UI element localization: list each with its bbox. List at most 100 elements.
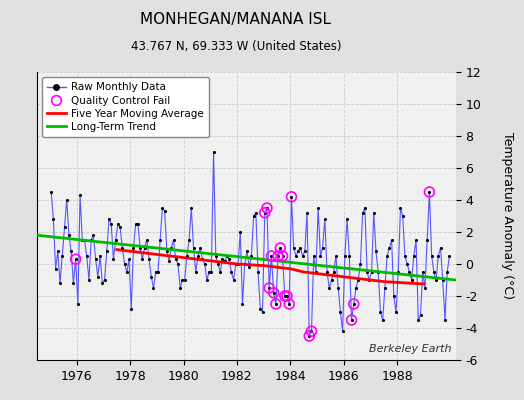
Point <box>154 269 162 275</box>
Point <box>374 269 383 275</box>
Point <box>439 277 447 283</box>
Point <box>332 253 340 259</box>
Point <box>425 189 433 195</box>
Point <box>147 274 156 280</box>
Point <box>405 269 413 275</box>
Point <box>394 269 402 275</box>
Point <box>207 269 215 275</box>
Point <box>408 277 416 283</box>
Point <box>428 253 436 259</box>
Point <box>85 277 93 283</box>
Point <box>53 248 62 254</box>
Point <box>89 232 97 238</box>
Legend: Raw Monthly Data, Quality Control Fail, Five Year Moving Average, Long-Term Tren: Raw Monthly Data, Quality Control Fail, … <box>42 77 209 137</box>
Point <box>76 192 84 198</box>
Point <box>321 216 329 222</box>
Point <box>403 261 411 267</box>
Point <box>234 261 242 267</box>
Point <box>307 328 315 334</box>
Text: Berkeley Earth: Berkeley Earth <box>369 344 452 354</box>
Point <box>109 256 117 262</box>
Point <box>214 261 222 267</box>
Point <box>169 237 178 243</box>
Text: MONHEGAN/MANANA ISL: MONHEGAN/MANANA ISL <box>140 12 331 27</box>
Point <box>274 253 282 259</box>
Point <box>271 301 280 307</box>
Point <box>132 221 140 227</box>
Point <box>414 317 422 323</box>
Point <box>114 221 122 227</box>
Point <box>201 261 209 267</box>
Point <box>125 256 133 262</box>
Point <box>212 253 220 259</box>
Point <box>416 312 424 318</box>
Point <box>101 277 109 283</box>
Point <box>347 317 356 323</box>
Point <box>443 269 451 275</box>
Point <box>194 253 202 259</box>
Point <box>227 269 236 275</box>
Point <box>69 280 78 286</box>
Point <box>60 224 69 230</box>
Point <box>258 309 267 315</box>
Point <box>162 248 171 254</box>
Point <box>265 285 274 291</box>
Point <box>62 197 71 203</box>
Point <box>236 229 245 235</box>
Point <box>247 253 256 259</box>
Point <box>294 248 302 254</box>
Point <box>356 261 365 267</box>
Point <box>363 269 372 275</box>
Point <box>71 256 80 262</box>
Point <box>434 253 442 259</box>
Point <box>56 280 64 286</box>
Point <box>381 285 389 291</box>
Point <box>185 237 193 243</box>
Point <box>263 205 271 211</box>
Point <box>103 248 111 254</box>
Point <box>74 301 82 307</box>
Point <box>387 237 396 243</box>
Point <box>65 232 73 238</box>
Point <box>312 269 320 275</box>
Point <box>87 237 95 243</box>
Point <box>310 253 318 259</box>
Point <box>289 245 298 251</box>
Point <box>441 317 449 323</box>
Point <box>118 245 126 251</box>
Point <box>398 213 407 219</box>
Point <box>78 237 86 243</box>
Point <box>354 277 363 283</box>
Point <box>301 248 309 254</box>
Point <box>80 237 89 243</box>
Point <box>96 253 104 259</box>
Point <box>316 253 324 259</box>
Point <box>112 237 120 243</box>
Point <box>314 205 322 211</box>
Point <box>176 285 184 291</box>
Point <box>267 253 276 259</box>
Point <box>183 253 191 259</box>
Point <box>265 285 274 291</box>
Point <box>280 293 289 299</box>
Point <box>423 237 431 243</box>
Point <box>160 208 169 214</box>
Point <box>334 285 342 291</box>
Point <box>83 253 91 259</box>
Point <box>298 253 307 259</box>
Point <box>225 256 233 262</box>
Point <box>267 253 276 259</box>
Point <box>328 277 336 283</box>
Point <box>336 309 345 315</box>
Point <box>94 274 102 280</box>
Point <box>276 245 285 251</box>
Point <box>260 210 269 216</box>
Point <box>305 333 313 339</box>
Point <box>252 210 260 216</box>
Point <box>276 245 285 251</box>
Point <box>425 189 433 195</box>
Point <box>98 280 106 286</box>
Point <box>345 253 354 259</box>
Point <box>256 306 265 312</box>
Point <box>221 258 229 264</box>
